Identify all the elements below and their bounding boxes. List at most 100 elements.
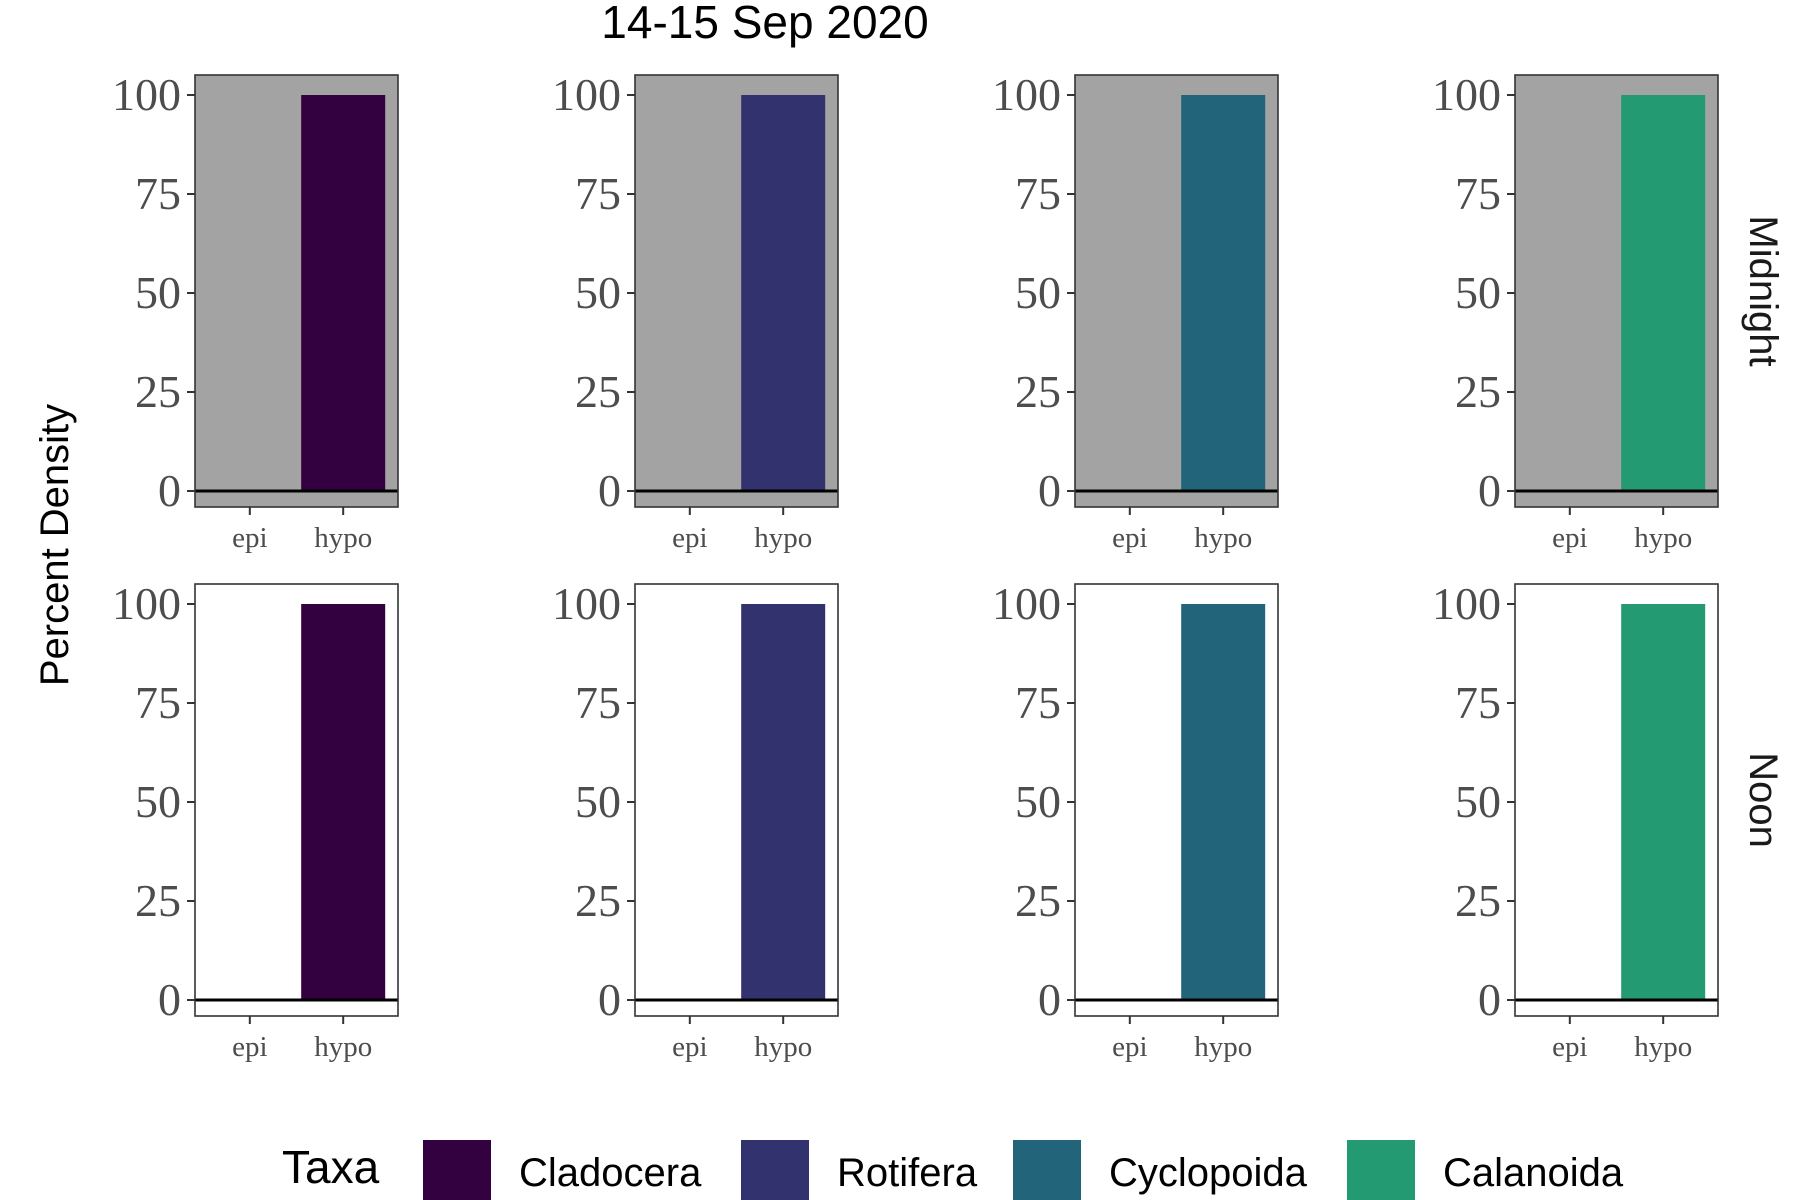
panel-border (194, 583, 399, 1017)
x-tick-label: epi (232, 522, 267, 554)
x-tick-label: hypo (1194, 522, 1252, 554)
y-tick-label: 0 (158, 465, 181, 516)
y-tick-label: 100 (1432, 69, 1501, 120)
legend-label: Cyclopoida (1109, 1151, 1308, 1195)
bar-hypo (1621, 95, 1706, 491)
y-tick-label: 75 (1015, 168, 1061, 219)
x-tick-label: hypo (754, 1031, 812, 1063)
x-tick-label: hypo (1194, 1031, 1252, 1063)
y-axis-label: Percent Density (33, 404, 77, 686)
bar-hypo (1181, 604, 1266, 1000)
y-tick-label: 100 (552, 578, 621, 629)
y-tick-label: 100 (112, 578, 181, 629)
y-tick-label: 25 (575, 366, 621, 417)
panel-noon-cyclopoida: 0 25 50 75 100 epi hypo (992, 578, 1279, 1063)
x-tick-label: epi (232, 1031, 267, 1063)
legend-title: Taxa (282, 1141, 380, 1193)
legend: Taxa Cladocera Rotifera Cyclopoida Calanoid… (282, 1140, 1624, 1200)
x-tick-label: epi (1112, 522, 1147, 554)
y-tick-label: 75 (135, 677, 181, 728)
y-tick-label: 75 (1455, 168, 1501, 219)
panel-border (634, 583, 839, 1017)
bar-hypo (1621, 604, 1706, 1000)
legend-key (1347, 1140, 1415, 1200)
y-tick-label: 25 (1455, 875, 1501, 926)
y-tick-label: 75 (135, 168, 181, 219)
legend-key (423, 1140, 491, 1200)
y-tick-label: 50 (1455, 267, 1501, 318)
y-tick-label: 50 (135, 776, 181, 827)
panel-border (1514, 74, 1719, 508)
y-tick-label: 50 (575, 267, 621, 318)
bar-hypo (301, 95, 386, 491)
legend-item-rotifera: Rotifera (741, 1140, 978, 1200)
y-tick-label: 50 (1015, 776, 1061, 827)
y-tick-label: 75 (575, 677, 621, 728)
x-tick-label: epi (1112, 1031, 1147, 1063)
y-tick-label: 100 (112, 69, 181, 120)
y-tick-label: 50 (575, 776, 621, 827)
x-tick-label: hypo (314, 1031, 372, 1063)
strip-label-noon: Noon (1741, 752, 1785, 848)
panel-midnight-calanoida: 0 25 50 75 100 epi hypo (1432, 69, 1719, 554)
panel-border (634, 74, 839, 508)
y-tick-label: 0 (598, 465, 621, 516)
panel-noon-calanoida: 0 25 50 75 100 epi hypo (1432, 578, 1719, 1063)
legend-label: Calanoida (1443, 1151, 1624, 1195)
y-tick-label: 100 (992, 578, 1061, 629)
x-tick-label: hypo (1634, 522, 1692, 554)
y-tick-label: 100 (552, 69, 621, 120)
y-tick-label: 25 (1015, 875, 1061, 926)
panel-noon-rotifera: 0 25 50 75 100 epi hypo (552, 578, 839, 1063)
y-tick-label: 0 (1038, 974, 1061, 1025)
y-tick-label: 25 (135, 366, 181, 417)
y-tick-label: 0 (1038, 465, 1061, 516)
facet-strip-labels: Midnight Noon (1741, 215, 1785, 847)
strip-label-midnight: Midnight (1741, 215, 1785, 366)
panel-border (1514, 583, 1719, 1017)
y-tick-label: 25 (575, 875, 621, 926)
chart-title: 14-15 Sep 2020 (601, 0, 928, 48)
y-tick-label: 75 (1455, 677, 1501, 728)
x-tick-label: epi (1552, 522, 1587, 554)
y-tick-label: 25 (1015, 366, 1061, 417)
legend-label: Rotifera (837, 1151, 978, 1195)
y-tick-label: 0 (1478, 465, 1501, 516)
y-tick-label: 50 (1455, 776, 1501, 827)
legend-item-cyclopoida: Cyclopoida (1013, 1140, 1308, 1200)
legend-item-cladocera: Cladocera (423, 1140, 702, 1200)
legend-key (741, 1140, 809, 1200)
legend-key (1013, 1140, 1081, 1200)
y-tick-label: 0 (158, 974, 181, 1025)
bar-hypo (1181, 95, 1266, 491)
panel-midnight-rotifera: 0 25 50 75 100 epi hypo (552, 69, 839, 554)
bar-hypo (741, 604, 826, 1000)
y-tick-label: 0 (1478, 974, 1501, 1025)
bar-hypo (301, 604, 386, 1000)
x-tick-label: hypo (754, 522, 812, 554)
x-tick-label: epi (672, 1031, 707, 1063)
panel-border (1074, 583, 1279, 1017)
y-tick-label: 50 (1015, 267, 1061, 318)
y-tick-label: 50 (135, 267, 181, 318)
y-tick-label: 25 (1455, 366, 1501, 417)
legend-label: Cladocera (519, 1151, 702, 1195)
y-tick-label: 25 (135, 875, 181, 926)
panel-border (1074, 74, 1279, 508)
panel-noon-cladocera: 0 25 50 75 100 epi hypo (112, 578, 399, 1063)
x-tick-label: epi (1552, 1031, 1587, 1063)
x-tick-label: epi (672, 522, 707, 554)
y-tick-label: 100 (1432, 578, 1501, 629)
bar-hypo (741, 95, 826, 491)
panel-midnight-cyclopoida: 0 25 50 75 100 epi hypo (992, 69, 1279, 554)
panel-border (194, 74, 399, 508)
panel-midnight-cladocera: 0 25 50 75 100 epi hypo (112, 69, 399, 554)
y-tick-label: 75 (575, 168, 621, 219)
y-tick-label: 0 (598, 974, 621, 1025)
x-tick-label: hypo (1634, 1031, 1692, 1063)
x-tick-label: hypo (314, 522, 372, 554)
y-tick-label: 100 (992, 69, 1061, 120)
y-tick-label: 75 (1015, 677, 1061, 728)
facet-panels: 0 25 50 75 100 epi hypo 0 25 50 75 100 epi hypo 0 25 50 7… (112, 69, 1719, 1063)
